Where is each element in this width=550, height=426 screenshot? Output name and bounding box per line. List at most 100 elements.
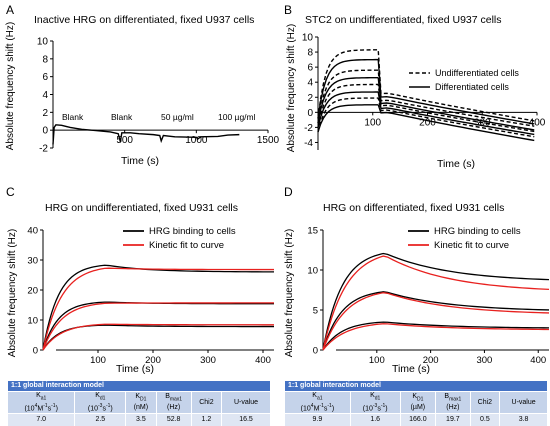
- cell-ka1: 9.9: [285, 412, 351, 426]
- series-line: [317, 58, 535, 125]
- table-title: 1:1 global interaction model: [285, 381, 547, 392]
- col-kd1: Kd1 (10-3s-1): [349, 391, 401, 414]
- y-tick-label: 10: [307, 266, 318, 277]
- cell-bmax1: 52.8: [155, 412, 192, 426]
- x-tick-label: 100: [369, 355, 385, 366]
- panel-b-legend: Undifferentiated cells Differentiated ce…: [409, 68, 519, 92]
- y-tick-label: 20: [27, 286, 38, 297]
- col-bmax1: Bmax1 (Hz): [435, 391, 471, 414]
- series-line: [322, 323, 550, 351]
- cell-chi2: 1.2: [190, 412, 222, 426]
- x-tick-label: 200: [419, 117, 436, 128]
- y-tick-label: 0: [33, 346, 38, 357]
- legend-fit: Kinetic fit to curve: [434, 240, 509, 251]
- series-line: [317, 49, 535, 122]
- cell-bmax1: 19.7: [435, 412, 471, 426]
- panel-a-ylabel: Absolute frequency shift (Hz): [5, 22, 16, 150]
- x-tick-label: 500: [116, 135, 133, 146]
- col-ka1: Ka1 (104M-1s-1): [285, 391, 351, 414]
- y-tick-label: 0: [313, 346, 318, 357]
- series-line: [317, 83, 535, 133]
- panel-a-xlabel: Time (s): [121, 155, 159, 167]
- y-tick-label: -2: [304, 123, 313, 134]
- y-tick-label: 10: [302, 33, 314, 44]
- panel-letter-c: C: [6, 185, 15, 199]
- panel-d-xlabel: Time (s): [392, 363, 430, 375]
- y-tick-label: 40: [27, 226, 38, 237]
- panel-c: C HRG on undifferentiated, fixed U931 ce…: [6, 185, 275, 375]
- col-uvalue: U-value: [499, 391, 547, 414]
- y-tick-label: 15: [307, 226, 318, 237]
- y-tick-label: 0: [307, 108, 313, 119]
- panel-b: B STC2 on undifferentiated, fixed U937 c…: [284, 3, 546, 170]
- panel-b-ylabel: Absolute frequency shift (Hz): [286, 24, 297, 152]
- panel-d-axes: 0 5 10 15 100 200 300 400: [307, 226, 549, 366]
- col-chi2: Chi2: [469, 391, 500, 414]
- x-tick-label: 400: [255, 355, 271, 366]
- panel-d-plot: [322, 252, 550, 351]
- col-uvalue: U-value: [221, 391, 270, 414]
- x-tick-label: 100: [364, 117, 381, 128]
- panel-letter-d: D: [284, 185, 293, 199]
- y-tick-label: 2: [42, 108, 48, 119]
- series-line: [317, 69, 535, 127]
- panel-d: D HRG on differentiated, fixed U931 cell…: [284, 185, 550, 375]
- col-ka1: Ka1 (104M-1s-1): [8, 391, 75, 414]
- legend-differentiated: Differentiated cells: [435, 82, 509, 92]
- y-tick-label: -2: [39, 144, 48, 155]
- x-tick-label: 100: [90, 355, 106, 366]
- annotation-50: 50 µg/ml: [161, 112, 194, 122]
- y-tick-label: 8: [307, 48, 313, 59]
- y-tick-label: 6: [42, 72, 48, 83]
- series-line: [322, 321, 550, 351]
- y-tick-label: 0: [42, 126, 48, 137]
- x-tick-label: 200: [423, 355, 439, 366]
- panel-a-axes: -2 0 2 4 6 8 10 500 1000 1500: [37, 37, 280, 155]
- cell-kd1: 2.5: [74, 412, 126, 426]
- panel-b-plot: [317, 49, 535, 142]
- y-tick-label: 8: [42, 54, 48, 65]
- panel-a: A Inactive HRG on differentiated, fixed …: [5, 3, 280, 167]
- y-tick-label: 4: [307, 78, 313, 89]
- panel-b-xlabel: Time (s): [437, 158, 475, 170]
- x-tick-label: 1500: [257, 135, 280, 146]
- panel-a-title: Inactive HRG on differentiated, fixed U9…: [34, 14, 254, 26]
- cell-chi2: 0.5: [469, 412, 500, 426]
- col-kd1: Kd1 (10-3s-1): [74, 391, 126, 414]
- x-tick-label: 1000: [185, 135, 208, 146]
- series-line: [322, 292, 550, 351]
- series-line: [317, 97, 535, 138]
- series-line: [52, 124, 240, 145]
- series-line: [317, 91, 535, 136]
- series-line: [322, 291, 550, 351]
- series-line: [322, 255, 550, 351]
- x-tick-label: 400: [530, 355, 546, 366]
- cell-uvalue: 16.5: [221, 412, 270, 426]
- panel-b-title: STC2 on undifferentiated, fixed U937 cel…: [305, 14, 502, 26]
- cell-KD1: 3.5: [125, 412, 157, 426]
- series-line: [42, 301, 275, 351]
- legend-binding: HRG binding to cells: [434, 226, 521, 237]
- panel-c-legend: HRG binding to cells Kinetic fit to curv…: [123, 226, 236, 251]
- y-tick-label: -4: [304, 138, 313, 149]
- series-line: [42, 264, 275, 351]
- parameters-table-d: 1:1 global interaction model Ka1 (104M-1s…: [285, 381, 547, 426]
- panel-c-plot: [42, 264, 275, 351]
- y-tick-label: 2: [307, 93, 313, 104]
- cell-kd1: 1.6: [349, 412, 401, 426]
- panel-d-title: HRG on differentiated, fixed U931 cells: [323, 202, 504, 214]
- panel-d-legend: HRG binding to cells Kinetic fit to curv…: [408, 226, 521, 251]
- annotation-blank-2: Blank: [111, 112, 133, 122]
- panel-c-xlabel: Time (s): [116, 363, 154, 375]
- annotation-100: 100 µg/ml: [218, 112, 256, 122]
- panel-letter-a: A: [6, 3, 14, 17]
- panel-c-ylabel: Absolute frequency shift (Hz): [7, 229, 18, 357]
- y-tick-label: 4: [42, 90, 48, 101]
- annotation-blank-1: Blank: [62, 112, 84, 122]
- cell-KD1: 166.0: [399, 412, 436, 426]
- series-line: [317, 77, 535, 131]
- series-line: [42, 324, 274, 351]
- table-title: 1:1 global interaction model: [8, 381, 270, 392]
